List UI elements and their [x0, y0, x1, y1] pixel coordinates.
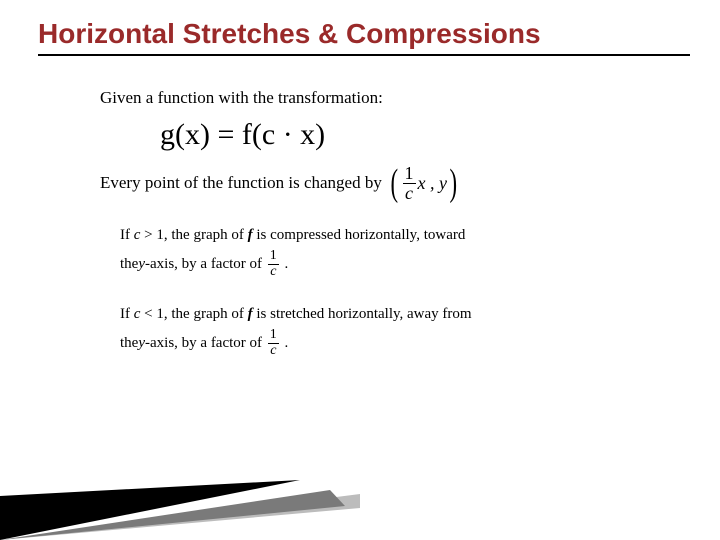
decor-stripe-light	[0, 494, 360, 540]
fraction-1-over-c: 1 c	[268, 328, 279, 358]
rule-compress: If c > 1, the graph of f is compressed h…	[100, 221, 670, 280]
slide-title: Horizontal Stretches & Compressions	[38, 0, 690, 56]
fn-f: f	[248, 227, 253, 243]
line2-mid: -axis, by a factor of	[145, 329, 262, 358]
effect2: is compressed horizontally, toward	[256, 227, 465, 243]
effect1: the graph of	[171, 227, 243, 243]
var-c: c	[134, 306, 141, 322]
title-text: Horizontal Stretches & Compressions	[38, 18, 541, 49]
every-point-line: Every point of the function is changed b…	[100, 164, 670, 203]
slide-body: Given a function with the transformation…	[0, 56, 720, 359]
period: .	[285, 329, 289, 358]
axis-y: y	[138, 329, 145, 358]
tuple-rest: x , y	[418, 173, 447, 194]
main-formula: g(x) = f(c · x)	[100, 118, 670, 152]
effect1: the graph of	[171, 306, 243, 322]
frac-num: 1	[268, 328, 279, 344]
period: .	[285, 250, 289, 279]
line2-prefix: the	[120, 329, 138, 358]
decor-stripe-dark	[0, 480, 300, 540]
fraction-1-over-c: 1 c	[403, 164, 416, 203]
axis-y: y	[138, 250, 145, 279]
fraction-1-over-c: 1 c	[268, 249, 279, 279]
transformation-tuple: ( 1 c x , y )	[388, 164, 460, 203]
var-c: c	[134, 227, 141, 243]
frac-num: 1	[403, 164, 416, 184]
every-point-prefix: Every point of the function is changed b…	[100, 173, 382, 193]
line2-prefix: the	[120, 250, 138, 279]
fn-f: f	[248, 306, 253, 322]
corner-decoration	[0, 450, 360, 540]
effect2: is stretched horizontally, away from	[256, 306, 471, 322]
op: < 1,	[144, 306, 167, 322]
op: > 1,	[144, 227, 167, 243]
frac-den: c	[403, 184, 415, 203]
frac-den: c	[268, 265, 278, 280]
frac-den: c	[268, 344, 278, 359]
decor-stripe-mid	[0, 490, 345, 540]
frac-num: 1	[268, 249, 279, 265]
line2-mid: -axis, by a factor of	[145, 250, 262, 279]
right-paren: )	[450, 164, 458, 202]
intro-text: Given a function with the transformation…	[100, 88, 670, 108]
left-paren: (	[390, 164, 398, 202]
rule-stretch: If c < 1, the graph of f is stretched ho…	[100, 300, 670, 359]
